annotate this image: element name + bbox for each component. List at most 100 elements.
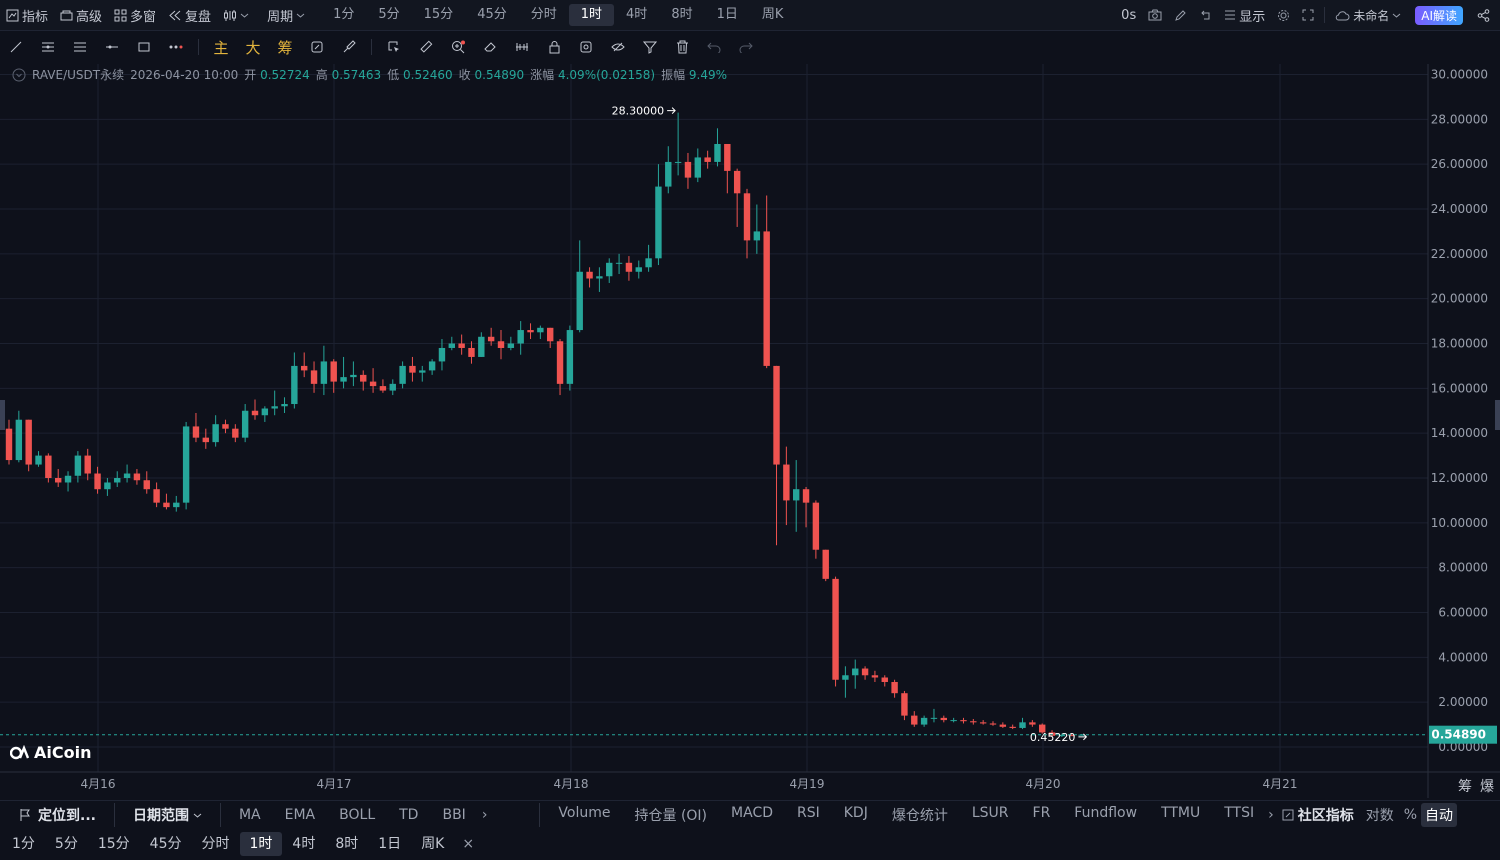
bottom-period-tab[interactable]: 8时: [335, 836, 359, 852]
rectangle-icon[interactable]: [128, 31, 160, 63]
period-tab[interactable]: 周K: [761, 7, 784, 22]
camera-icon[interactable]: [1142, 0, 1168, 30]
fullscreen-icon[interactable]: [1296, 0, 1320, 30]
candle-type-menu[interactable]: [217, 0, 255, 30]
sub-indicator-tab[interactable]: Volume: [558, 805, 611, 821]
sub-indicator-tab[interactable]: TTMU: [1161, 805, 1201, 821]
filter-icon[interactable]: [634, 31, 666, 63]
sub-indicator-tab[interactable]: FR: [1032, 805, 1051, 821]
candle-body: [517, 330, 524, 344]
sub-indicator-tab[interactable]: RSI: [797, 805, 820, 821]
multi-window-menu[interactable]: 多窗: [108, 0, 162, 30]
side-panel-tab[interactable]: 筹: [1458, 778, 1472, 795]
percent-scale-toggle[interactable]: %: [1403, 807, 1418, 823]
layout-menu[interactable]: 未命名: [1329, 0, 1407, 30]
sub-indicator-tab[interactable]: 爆仓统计: [891, 808, 948, 824]
trash-icon[interactable]: [666, 31, 698, 63]
candle-body: [871, 675, 879, 678]
bottom-period-tab[interactable]: 45分: [149, 836, 182, 852]
right-edge-handle[interactable]: [1495, 400, 1500, 430]
symbol-label: RAVE/USDT永续: [32, 68, 125, 82]
y-tick-label: 20.00000: [1431, 292, 1488, 306]
trend-line-icon[interactable]: [0, 31, 32, 63]
collapse-icon[interactable]: [12, 68, 26, 82]
hide-icon[interactable]: [602, 31, 634, 63]
sub-indicator-tab[interactable]: LSUR: [971, 805, 1009, 821]
undo-arrow-icon[interactable]: [1193, 0, 1218, 30]
bottom-period-tab[interactable]: 15分: [97, 836, 130, 852]
big-order-button[interactable]: 大: [245, 38, 261, 57]
community-indicators-button[interactable]: 社区指标: [1276, 805, 1360, 825]
indicator-tab[interactable]: TD: [399, 807, 419, 823]
indicator-tab[interactable]: BBI: [442, 807, 466, 823]
parallel-lines-icon[interactable]: [32, 31, 64, 63]
chevron-right-icon[interactable]: ›: [481, 807, 488, 823]
lock-icon[interactable]: [538, 31, 570, 63]
eye-settings-icon[interactable]: [570, 31, 602, 63]
bottom-period-tab[interactable]: 4时: [292, 836, 316, 852]
log-scale-toggle[interactable]: 对数: [1365, 808, 1394, 824]
bottom-period-tab[interactable]: 1分: [12, 836, 35, 852]
ruler-icon[interactable]: [410, 31, 442, 63]
period-tab[interactable]: 5分: [378, 7, 400, 22]
bottom-period-tab[interactable]: 周K: [421, 836, 445, 852]
top-bar: 指标 高级 多窗 复盘 周期 1分 5分 15分 45分 分时 1时 4时 8时 1日 周K 0s…: [0, 0, 1500, 31]
close-icon[interactable]: ×: [462, 836, 475, 852]
period-tab[interactable]: 8时: [671, 7, 693, 22]
period-tab[interactable]: 1分: [333, 7, 355, 22]
indicators-menu[interactable]: 指标: [0, 0, 54, 30]
ai-analyze-button[interactable]: AI解读: [1415, 5, 1463, 25]
period-tab[interactable]: 1时: [568, 4, 615, 26]
select-icon[interactable]: [378, 31, 410, 63]
sub-indicator-tab[interactable]: KDJ: [843, 805, 868, 821]
candle-body: [635, 267, 642, 272]
pen-icon[interactable]: [1168, 0, 1193, 30]
indicator-tab[interactable]: BOLL: [339, 807, 376, 823]
chevron-right-icon[interactable]: ›: [1268, 807, 1274, 823]
left-edge-handle[interactable]: [0, 400, 5, 430]
candle-body: [753, 231, 761, 241]
locate-button[interactable]: 定位到...: [0, 805, 108, 825]
sub-indicator-tab[interactable]: MACD: [731, 805, 773, 821]
period-tab[interactable]: 15分: [423, 7, 454, 22]
sub-indicator-tab[interactable]: Fundflow: [1074, 805, 1138, 821]
period-tab[interactable]: 45分: [477, 7, 507, 22]
auto-scale-toggle[interactable]: 自动: [1421, 803, 1458, 827]
side-panel-tab[interactable]: 爆: [1480, 779, 1494, 795]
bottom-period-tab[interactable]: 1日: [378, 836, 402, 852]
more-tools-icon[interactable]: [160, 31, 192, 63]
chips-button[interactable]: 筹: [277, 38, 293, 57]
date-range-button[interactable]: 日期范围: [121, 805, 214, 825]
indicator-tab[interactable]: EMA: [284, 807, 316, 823]
main-force-button[interactable]: 主: [213, 38, 229, 57]
redo-icon[interactable]: [730, 31, 762, 63]
period-menu[interactable]: 周期: [261, 0, 311, 30]
sub-indicator-tab[interactable]: 持仓量 (OI): [634, 808, 708, 824]
bottom-period-tab[interactable]: 5分: [54, 836, 78, 852]
period-tab[interactable]: 分时: [530, 7, 557, 22]
magnet-icon[interactable]: [506, 31, 538, 63]
candle-body: [330, 361, 337, 382]
sub-indicator-tab[interactable]: TTSI: [1224, 805, 1255, 821]
bottom-period-tab[interactable]: 1时: [239, 832, 283, 856]
replay-menu[interactable]: 复盘: [162, 0, 217, 30]
display-menu[interactable]: 显示: [1218, 0, 1271, 30]
share-icon[interactable]: [1471, 0, 1500, 30]
period-tab[interactable]: 1日: [716, 7, 738, 22]
advanced-menu[interactable]: 高级: [54, 0, 108, 30]
candle-body: [537, 327, 544, 333]
undo-icon[interactable]: [698, 31, 730, 63]
settings-icon[interactable]: [1271, 0, 1296, 30]
zoom-in-icon[interactable]: [442, 31, 474, 63]
eraser-icon[interactable]: [474, 31, 506, 63]
candle-body: [812, 502, 820, 550]
candlestick-chart[interactable]: 30.00000 28.00000 26.00000 24.00000 22.00000…: [0, 64, 1500, 798]
horizontal-lines-icon[interactable]: [64, 31, 96, 63]
indicator-tab[interactable]: MA: [238, 807, 261, 823]
bottom-period-tab[interactable]: 分时: [201, 836, 230, 852]
compare-icon[interactable]: [301, 31, 333, 63]
horizontal-ray-icon[interactable]: [96, 31, 128, 63]
brush-icon[interactable]: [333, 31, 365, 63]
y-tick-label: 26.00000: [1431, 157, 1488, 171]
period-tab[interactable]: 4时: [626, 7, 648, 22]
